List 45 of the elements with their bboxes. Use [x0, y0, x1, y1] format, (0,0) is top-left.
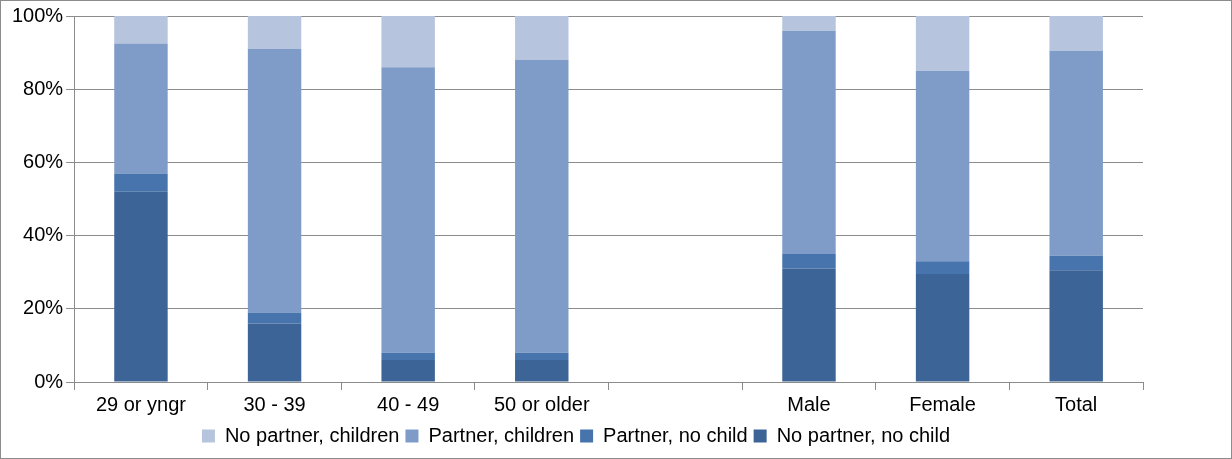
- x-tick-label: 40 - 49: [377, 392, 440, 415]
- x-tick-label: Male: [787, 392, 831, 415]
- bar: [381, 16, 435, 68]
- bar: [247, 48, 302, 313]
- bar: [1049, 255, 1103, 271]
- y-tick-label: 80%: [23, 76, 64, 99]
- legend-label: No partner, children: [224, 423, 400, 446]
- bar: [782, 30, 836, 254]
- bar: [915, 261, 970, 275]
- bar: [381, 352, 435, 361]
- bar: [515, 352, 569, 361]
- bar: [381, 67, 435, 353]
- bar: [782, 253, 836, 269]
- legend-label: Partner, children: [428, 423, 575, 446]
- bar: [247, 16, 302, 49]
- y-tick-label: 100%: [12, 3, 64, 26]
- y-tick-label: 60%: [23, 149, 64, 172]
- bar: [247, 323, 302, 382]
- y-tick-label: 40%: [23, 223, 64, 246]
- bar: [782, 16, 836, 31]
- bar: [915, 274, 970, 382]
- y-tick-label: 0%: [34, 369, 64, 392]
- legend-label: Partner, no child: [603, 423, 748, 446]
- x-tick-label: Total: [1055, 392, 1098, 415]
- x-tick-label: 29 or yngr: [95, 392, 187, 415]
- bar: [1049, 50, 1103, 256]
- x-tick-label: Female: [909, 392, 976, 415]
- bar: [782, 268, 836, 382]
- bar: [247, 312, 302, 324]
- x-tick-label: 30 - 39: [243, 392, 306, 415]
- bar: [1049, 270, 1103, 382]
- bar: [114, 16, 168, 44]
- bar: [515, 16, 569, 60]
- bar: [114, 191, 168, 382]
- bar: [114, 173, 168, 192]
- bar: [515, 360, 569, 382]
- bar: [381, 360, 435, 382]
- legend-label: No partner, no child: [776, 423, 951, 446]
- y-tick-label: 20%: [23, 296, 64, 319]
- x-tick-label: 50 or older: [493, 392, 590, 415]
- bar: [515, 59, 569, 353]
- bar: [915, 16, 970, 71]
- bar: [915, 70, 970, 262]
- bar: [1049, 16, 1103, 51]
- bar: [114, 43, 168, 174]
